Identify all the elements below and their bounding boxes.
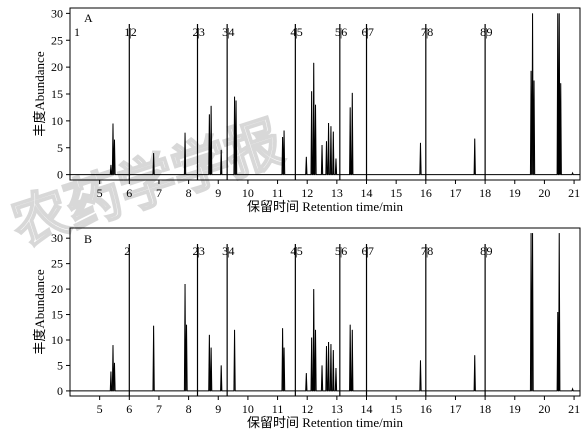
chart-panel-a: 5 6 7 8 9 10 11 12 13 14 15 16 17 18 19 20 21 0 5 10 15 20 25 3… [32,6,581,214]
x-tick-label: 5 [97,402,103,416]
segment-marker-label: 6|7 [362,25,374,39]
segment-marker-label: 2 [124,244,130,258]
x-tick-label: 7 [156,186,162,200]
segment-label-leading: 1 [74,25,80,39]
x-tick-label: 21 [568,402,580,416]
x-tick-label: 13 [331,402,343,416]
x-tick-label: 10 [242,186,254,200]
panel-label: B [84,232,92,246]
x-tick-label: 16 [420,402,432,416]
segment-marker-label: 4|5 [290,244,302,258]
x-tick-label: 13 [331,186,343,200]
y-tick-label: 30 [51,6,63,20]
x-tick-label: 19 [509,402,521,416]
segment-marker-label: 1|2 [124,25,136,39]
segment-marker-label: 3|4 [222,244,234,258]
x-tick-label: 15 [390,402,402,416]
x-tick-label: 11 [272,402,284,416]
x-tick-label: 9 [215,402,221,416]
y-tick-label: 5 [57,141,63,155]
x-tick-label: 15 [390,186,402,200]
y-tick-label: 0 [57,168,63,182]
y-tick-label: 15 [51,87,63,101]
y-axis-title: 丰度Abundance [32,269,47,354]
x-tick-label: 8 [186,186,192,200]
x-tick-label: 21 [568,186,580,200]
segment-marker-label: 2|3 [193,244,205,258]
x-axis-title: 保留时间 Retention time/min [247,415,403,430]
y-tick-label: 5 [57,358,63,372]
x-tick-label: 11 [272,186,284,200]
segment-marker-label: 6|7 [362,244,374,258]
x-tick-label: 18 [479,402,491,416]
segment-marker-label: 7|8 [421,25,433,39]
y-tick-label: 25 [51,33,63,47]
watermark: 农药学学报 [4,110,290,258]
y-tick-label: 20 [51,282,63,296]
panel-label: A [84,11,93,25]
y-tick-label: 15 [51,308,63,322]
segment-marker-label: 7|8 [421,244,433,258]
x-tick-label: 9 [215,186,221,200]
x-tick-label: 17 [449,402,461,416]
x-tick-label: 6 [126,402,132,416]
y-tick-label: 20 [51,60,63,74]
x-tick-label: 6 [126,186,132,200]
segment-marker-label: 3|4 [222,25,234,39]
chromatogram-trace [70,233,580,392]
segment-marker-label: 4|5 [290,25,302,39]
x-tick-label: 7 [156,402,162,416]
x-tick-label: 18 [479,186,491,200]
segment-marker-label: 8|9 [480,25,492,39]
panels: 5 6 7 8 9 10 11 12 13 14 15 16 17 18 19 20 2105101520253… [32,6,581,430]
segment-marker-label: 5|6 [335,25,347,39]
x-tick-label: 14 [361,186,373,200]
segment-marker-label: 8|9 [480,244,492,258]
x-tick-label: 8 [186,402,192,416]
x-axis-title: 保留时间 Retention time/min [247,199,403,214]
y-tick-label: 30 [51,231,63,245]
x-tick-label: 12 [301,186,313,200]
x-tick-label: 20 [538,402,550,416]
plot-frame [69,227,581,397]
segment-marker-label: 5|6 [335,244,347,258]
x-tick-label: 12 [301,402,313,416]
chart-panel-b: 5 6 7 8 9 10 11 12 13 14 15 16 17 18 19 20 21 0 5 10 15 20 25 3… [32,227,581,430]
x-tick-label: 14 [361,402,373,416]
segment-marker-label: 2|3 [193,25,205,39]
y-tick-label: 0 [57,384,63,398]
x-tick-label: 5 [97,186,103,200]
x-tick-label: 17 [449,186,461,200]
y-tick-label: 25 [51,257,63,271]
x-tick-label: 19 [509,186,521,200]
y-tick-label: 10 [51,333,63,347]
x-tick-label: 16 [420,186,432,200]
y-axis-title: 丰度Abundance [32,51,47,136]
x-tick-label: 20 [538,186,550,200]
y-tick-label: 10 [51,114,63,128]
x-tick-label: 10 [242,402,254,416]
